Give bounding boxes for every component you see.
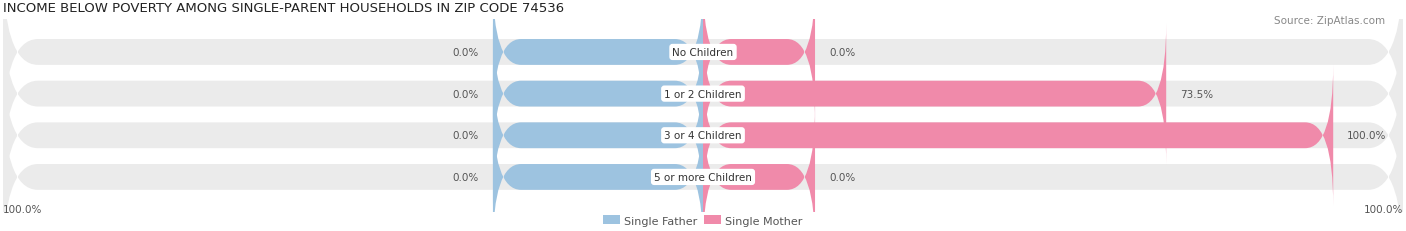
Text: INCOME BELOW POVERTY AMONG SINGLE-PARENT HOUSEHOLDS IN ZIP CODE 74536: INCOME BELOW POVERTY AMONG SINGLE-PARENT… (3, 3, 564, 15)
Text: Source: ZipAtlas.com: Source: ZipAtlas.com (1274, 16, 1385, 26)
Text: 0.0%: 0.0% (453, 89, 479, 99)
Text: 100.0%: 100.0% (3, 204, 42, 215)
Text: 0.0%: 0.0% (830, 172, 855, 182)
Text: 100.0%: 100.0% (1347, 131, 1386, 141)
FancyBboxPatch shape (703, 0, 815, 123)
FancyBboxPatch shape (494, 0, 703, 123)
Text: 1 or 2 Children: 1 or 2 Children (664, 89, 742, 99)
Text: 0.0%: 0.0% (453, 48, 479, 58)
FancyBboxPatch shape (494, 24, 703, 164)
FancyBboxPatch shape (703, 66, 1333, 206)
FancyBboxPatch shape (3, 3, 1403, 185)
Text: 0.0%: 0.0% (830, 48, 855, 58)
FancyBboxPatch shape (703, 24, 1166, 164)
FancyBboxPatch shape (703, 107, 815, 231)
Text: 0.0%: 0.0% (453, 172, 479, 182)
Text: 3 or 4 Children: 3 or 4 Children (664, 131, 742, 141)
Text: 73.5%: 73.5% (1180, 89, 1213, 99)
FancyBboxPatch shape (494, 107, 703, 231)
FancyBboxPatch shape (3, 0, 1403, 143)
Text: No Children: No Children (672, 48, 734, 58)
Text: 5 or more Children: 5 or more Children (654, 172, 752, 182)
Legend: Single Father, Single Mother: Single Father, Single Mother (599, 211, 807, 230)
Text: 0.0%: 0.0% (453, 131, 479, 141)
FancyBboxPatch shape (3, 86, 1403, 231)
FancyBboxPatch shape (3, 45, 1403, 227)
FancyBboxPatch shape (494, 66, 703, 206)
Text: 100.0%: 100.0% (1364, 204, 1403, 215)
